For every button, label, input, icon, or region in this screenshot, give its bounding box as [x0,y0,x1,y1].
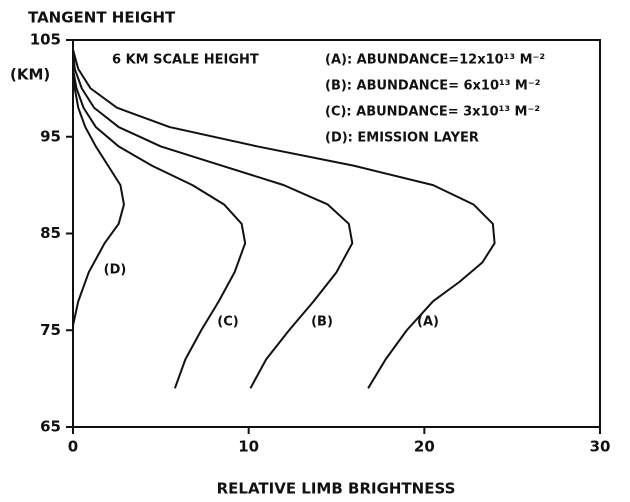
y-tick-label: 75 [40,321,61,339]
x-axis-label: RELATIVE LIMB BRIGHTNESS [217,480,456,498]
curve [72,49,354,389]
annotation: (A): ABUNDANCE=12x10¹³ M⁻² [325,53,545,68]
y-tick-label: 95 [40,127,61,145]
curve-label: (A) [417,315,439,330]
x-tick-label: 20 [414,438,435,456]
annotation: (B): ABUNDANCE= 6x10¹³ M⁻² [325,79,540,94]
annotation: (D): EMISSION LAYER [325,131,479,146]
y-tick-label: 105 [30,31,61,49]
x-tick-label: 30 [590,438,611,456]
plot-frame [72,39,601,428]
curve [72,68,247,389]
y-axis-label: (KM) [10,66,50,84]
chart-title: TANGENT HEIGHT [28,9,176,27]
x-tick-label: 10 [238,438,259,456]
curve [72,68,125,326]
y-tick-label: 85 [40,224,61,242]
curve-label: (B) [311,315,333,330]
curve [72,49,496,389]
annotation: 6 KM SCALE HEIGHT [112,53,259,68]
curve-label: (C) [217,315,238,330]
curve-label: (D) [104,263,127,278]
annotation: (C): ABUNDANCE= 3x10¹³ M⁻² [325,105,540,120]
y-tick-label: 65 [40,418,61,436]
x-tick-label: 0 [68,438,78,456]
